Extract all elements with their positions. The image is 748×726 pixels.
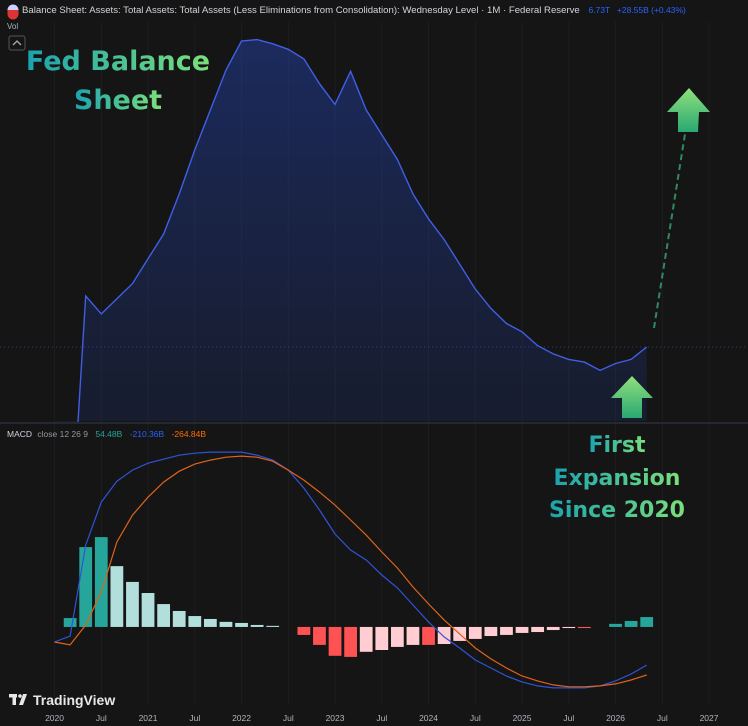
indicator-name: MACD — [7, 429, 32, 439]
annotation-line: Since 2020 — [549, 498, 685, 523]
histogram-bar — [126, 581, 139, 627]
x-tick-label: 2023 — [326, 713, 345, 723]
histogram-bar — [110, 566, 124, 627]
histogram-bar — [219, 621, 233, 627]
x-tick-label: 2026 — [606, 713, 625, 723]
histogram-bar — [141, 593, 155, 627]
histogram-bar — [609, 623, 622, 627]
histogram-bar — [640, 617, 654, 627]
histogram-bar — [422, 626, 435, 645]
histogram-bar — [562, 626, 576, 629]
histogram-bar — [500, 626, 513, 635]
histogram-bar — [484, 626, 498, 637]
histogram-bar — [94, 537, 108, 627]
macd-legend: MACD close 12 26 9 54.48B -210.36B -264.… — [7, 429, 206, 439]
histogram-bar — [157, 604, 171, 627]
indicator-params: close 12 26 9 — [37, 429, 88, 439]
histogram-bar — [266, 625, 280, 627]
annotation-line: Sheet — [74, 85, 162, 116]
annotation-line: First — [588, 433, 646, 458]
x-tick-label: 2025 — [513, 713, 532, 723]
histogram-bar — [577, 626, 591, 629]
histogram-bar — [63, 618, 77, 627]
histogram-bar — [203, 618, 217, 627]
x-tick-label: Jul — [96, 713, 107, 723]
histogram-bar — [328, 626, 342, 656]
histogram-bar — [624, 620, 638, 627]
histogram-bar — [235, 622, 248, 627]
x-tick-label: 2020 — [45, 713, 64, 723]
x-tick-label: Jul — [376, 713, 387, 723]
annotation-line: Expansion — [554, 466, 681, 491]
x-tick-label: Jul — [657, 713, 668, 723]
x-tick-label: Jul — [563, 713, 574, 723]
x-tick-label: 2024 — [419, 713, 438, 723]
histogram-bar — [546, 626, 560, 631]
area-fill — [54, 39, 647, 422]
logo-part — [18, 694, 22, 698]
histogram-last: 54.48B — [95, 429, 122, 439]
histogram-bar — [297, 626, 311, 635]
x-tick-label: Jul — [470, 713, 481, 723]
histogram-bar — [250, 624, 264, 627]
x-axis: 2020 Jul 2021 Jul 2022 Jul 2023 Jul 2024 Jul 2025 J… — [45, 713, 719, 723]
projection-line — [653, 133, 686, 329]
brand-logo: TradingView — [9, 692, 115, 708]
histogram-bar — [313, 626, 326, 645]
histogram-bar — [390, 626, 404, 647]
collapse-button[interactable] — [8, 35, 26, 51]
volume-label: Vol — [7, 22, 18, 31]
signal-last: -264.84B — [172, 429, 207, 439]
x-tick-label: Jul — [189, 713, 200, 723]
x-tick-label: 2021 — [139, 713, 158, 723]
annotation-line: Fed Balance — [26, 46, 210, 77]
arrow-up — [611, 376, 653, 418]
price-change: +28.55B (+0.43%) — [617, 5, 686, 15]
arrow-up — [667, 88, 710, 132]
histogram-bar — [437, 626, 451, 645]
histogram-bar — [188, 616, 202, 627]
histogram-bar — [172, 610, 186, 627]
x-tick-label: 2022 — [232, 713, 251, 723]
collapse-icon — [12, 40, 22, 46]
macd-pane — [54, 451, 654, 689]
histogram-bar — [344, 626, 358, 657]
header: Balance Sheet: Assets: Total Assets: Tot… — [22, 5, 686, 16]
flag-icon-stripe — [7, 10, 19, 20]
price-pane — [0, 38, 748, 422]
last-price: 6.73T — [588, 5, 610, 15]
macd-last: -210.36B — [130, 429, 165, 439]
x-tick-label: Jul — [283, 713, 294, 723]
macd-line — [54, 451, 647, 689]
histogram-bar — [359, 626, 373, 652]
histogram-bar — [515, 626, 529, 633]
histogram-bar — [531, 626, 545, 633]
symbol-title: Balance Sheet: Assets: Total Assets: Tot… — [22, 5, 580, 16]
price-line — [77, 38, 648, 422]
logo-part — [12, 694, 16, 705]
brand-name: TradingView — [33, 692, 115, 708]
logo-part — [19, 694, 27, 705]
histogram-bar — [375, 626, 389, 650]
signal-line — [54, 455, 647, 688]
histogram-bar — [406, 626, 420, 645]
histogram-bar — [468, 626, 482, 639]
x-tick-label: 2027 — [700, 713, 719, 723]
